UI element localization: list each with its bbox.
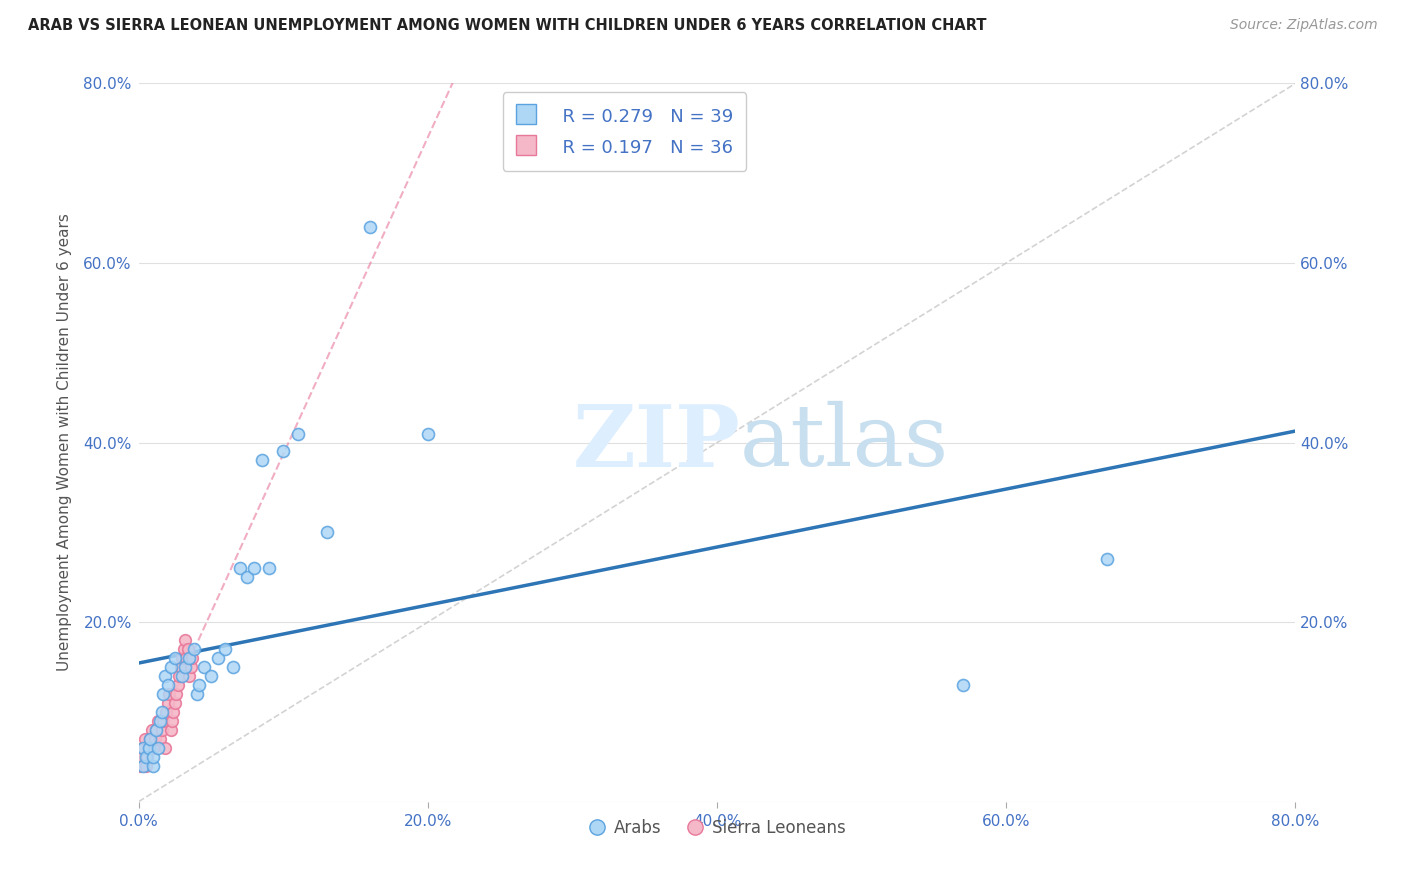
Point: [129, 758, 152, 772]
Point: [207, 651, 229, 665]
Point: [236, 570, 259, 584]
Point: [153, 740, 176, 755]
Text: Source: ZipAtlas.com: Source: ZipAtlas.com: [1230, 18, 1378, 32]
Point: [149, 731, 172, 746]
Point: [179, 669, 201, 683]
Point: [142, 749, 165, 764]
Point: [183, 642, 205, 657]
Point: [146, 714, 169, 728]
Point: [186, 687, 208, 701]
Point: [165, 687, 187, 701]
Point: [152, 714, 174, 728]
Point: [179, 651, 201, 665]
Point: [176, 651, 198, 665]
Point: [136, 749, 159, 764]
Point: [162, 705, 184, 719]
Text: ZIP: ZIP: [572, 401, 740, 484]
Point: [159, 660, 181, 674]
Point: [359, 220, 381, 235]
Point: [160, 714, 183, 728]
Point: [257, 561, 280, 575]
Point: [287, 426, 309, 441]
Point: [156, 696, 179, 710]
Point: [181, 651, 204, 665]
Point: [141, 723, 163, 737]
Point: [180, 660, 202, 674]
Point: [152, 687, 174, 701]
Point: [138, 740, 160, 755]
Point: [153, 669, 176, 683]
Point: [174, 632, 197, 647]
Point: [243, 561, 266, 575]
Point: [145, 723, 167, 737]
Point: [163, 696, 186, 710]
Point: [149, 714, 172, 728]
Point: [273, 444, 295, 458]
Point: [177, 642, 200, 657]
Point: [156, 678, 179, 692]
Point: [132, 740, 155, 755]
Y-axis label: Unemployment Among Women with Children Under 6 years: Unemployment Among Women with Children U…: [58, 213, 72, 672]
Point: [250, 453, 273, 467]
Text: atlas: atlas: [740, 401, 949, 484]
Point: [173, 642, 195, 657]
Point: [1097, 552, 1119, 566]
Point: [134, 731, 156, 746]
Text: ARAB VS SIERRA LEONEAN UNEMPLOYMENT AMONG WOMEN WITH CHILDREN UNDER 6 YEARS CORR: ARAB VS SIERRA LEONEAN UNEMPLOYMENT AMON…: [28, 18, 987, 33]
Legend: Arabs, Sierra Leoneans: Arabs, Sierra Leoneans: [582, 813, 852, 844]
Point: [135, 758, 157, 772]
Point: [172, 651, 194, 665]
Point: [139, 731, 162, 746]
Point: [163, 651, 186, 665]
Point: [174, 660, 197, 674]
Point: [145, 723, 167, 737]
Point: [135, 749, 157, 764]
Point: [200, 669, 222, 683]
Point: [169, 660, 191, 674]
Point: [193, 660, 215, 674]
Point: [146, 740, 169, 755]
Point: [172, 669, 194, 683]
Point: [150, 705, 173, 719]
Point: [222, 660, 245, 674]
Point: [188, 678, 211, 692]
Point: [138, 740, 160, 755]
Point: [229, 561, 252, 575]
Point: [150, 723, 173, 737]
Point: [143, 731, 166, 746]
Point: [142, 740, 165, 755]
Point: [132, 740, 155, 755]
Point: [315, 525, 337, 540]
Point: [416, 426, 439, 441]
Point: [131, 749, 153, 764]
Point: [167, 669, 190, 683]
Point: [157, 687, 180, 701]
Point: [155, 705, 177, 719]
Point: [142, 758, 165, 772]
Point: [139, 731, 162, 746]
Point: [214, 642, 236, 657]
Point: [952, 678, 974, 692]
Point: [166, 678, 188, 692]
Point: [159, 723, 181, 737]
Point: [132, 758, 155, 772]
